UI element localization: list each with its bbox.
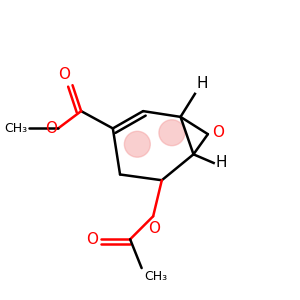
Text: O: O bbox=[148, 220, 160, 236]
Text: O: O bbox=[58, 67, 70, 82]
Text: H: H bbox=[196, 76, 208, 91]
Text: CH₃: CH₃ bbox=[145, 269, 168, 283]
Circle shape bbox=[124, 131, 150, 157]
Text: CH₃: CH₃ bbox=[4, 122, 27, 135]
Text: O: O bbox=[86, 232, 98, 247]
Circle shape bbox=[159, 120, 185, 146]
Text: H: H bbox=[215, 155, 226, 170]
Text: O: O bbox=[45, 121, 57, 136]
Text: O: O bbox=[212, 125, 224, 140]
